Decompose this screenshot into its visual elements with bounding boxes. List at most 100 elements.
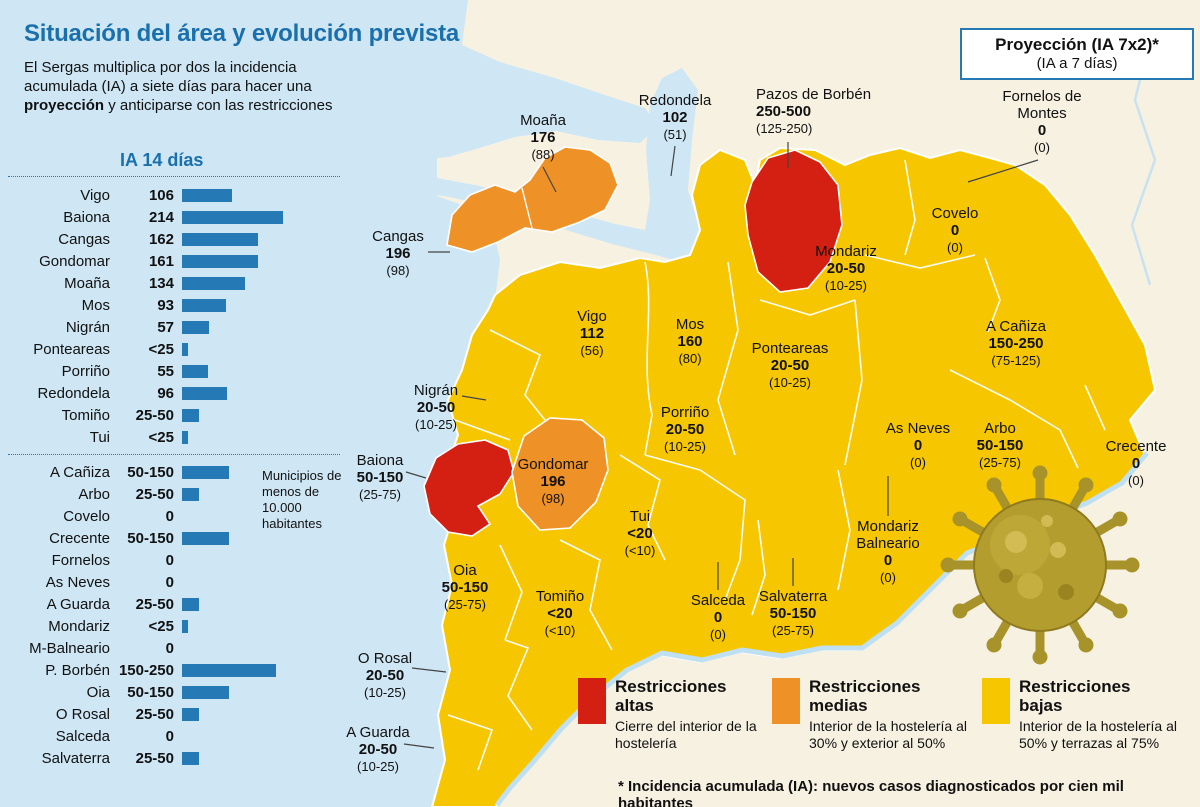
municipality-value: 20-50 (358, 741, 398, 758)
ia-14-days-chart: IA 14 días Vigo 106 Baiona 214 Cangas 162 G… (8, 150, 352, 769)
map-label: A Guarda 20-50 (10-25) (346, 724, 409, 775)
municipality-prev: (10-25) (769, 375, 811, 390)
chart-row-bar (182, 751, 199, 765)
municipality-name: Covelo (931, 205, 979, 222)
chart-row-label: As Neves (45, 573, 110, 591)
municipality-name: Cangas (372, 228, 424, 245)
map-label: O Rosal 20-50 (10-25) (358, 650, 412, 701)
chart-row-value: 150-250 (118, 661, 174, 679)
municipality-value: 112 (579, 325, 605, 342)
projection-box: Proyección (IA 7x2)* (IA a 7 días) (960, 28, 1194, 80)
legend-desc: Interior de la hostelería al 50% y terra… (1019, 718, 1177, 751)
chart-row-label: O Rosal (55, 705, 110, 723)
municipality-name: Mondariz Balneario (856, 518, 920, 552)
municipality-name: Tomiño (535, 588, 585, 605)
chart-row-bar (182, 487, 199, 501)
chart-row: Moaña 134 (8, 272, 352, 294)
map-label: Porriño 20-50 (10-25) (661, 404, 709, 455)
municipality-value: 20-50 (665, 421, 705, 438)
municipality-value: 196 (385, 245, 411, 262)
chart-row-label: Porriño (61, 362, 110, 380)
chart-row-bar (182, 188, 232, 202)
legend-item-high: Restricciones altas Cierre del interior d… (578, 677, 763, 751)
chart-row-value: 96 (157, 384, 174, 402)
municipality-prev: (10-25) (415, 417, 457, 432)
municipality-value: <20 (627, 525, 653, 542)
chart-row-value: 50-150 (127, 683, 174, 701)
chart-row-bar (182, 663, 276, 677)
map-label: Tomiño <20 (<10) (536, 588, 584, 639)
chart-row-value: 134 (148, 274, 174, 292)
chart-row-label: Tui (89, 428, 110, 446)
leader-lines (403, 142, 1039, 749)
chart-row-value: 214 (148, 208, 174, 226)
chart-row-bar (182, 465, 229, 479)
chart-row-label: Oia (86, 683, 110, 701)
municipality-value: 176 (530, 129, 556, 146)
chart-row: Porriño 55 (8, 360, 352, 382)
municipality-name: Nigrán (413, 382, 459, 399)
chart-row: Redondela 96 (8, 382, 352, 404)
chart-row: A Cañiza 50-150 (8, 461, 352, 483)
page-title: Situación del área y evolución prevista (24, 20, 460, 47)
chart-row-label: Mos (81, 296, 110, 314)
chart-row-label: Arbo (78, 485, 110, 503)
legend-swatch-yellow (982, 678, 1010, 724)
municipality-name: O Rosal (357, 650, 413, 667)
legend-item-medium: Restricciones medias Interior de la hoste… (772, 677, 983, 751)
municipality-value: 50-150 (441, 579, 489, 596)
chart-row: Tomiño 25-50 (8, 404, 352, 426)
municipality-name: A Cañiza (985, 318, 1047, 335)
map-label: Fornelos de Montes 0 (0) (996, 88, 1088, 156)
map-label: Salceda 0 (0) (691, 592, 745, 643)
municipality-value: 102 (662, 109, 688, 126)
intro-bold-word: proyección (24, 97, 105, 115)
map-label: Ponteareas 20-50 (10-25) (752, 340, 829, 391)
chart-row: Crecente 50-150 (8, 527, 352, 549)
chart-row-value: 161 (148, 252, 174, 270)
municipality-name: Ponteareas (751, 340, 829, 357)
map-label: A Cañiza 150-250 (75-125) (986, 318, 1046, 369)
chart-row-bar (182, 276, 245, 290)
chart-title: IA 14 días (8, 150, 340, 177)
chart-row-label: Covelo (63, 507, 110, 525)
municipality-prev: (75-125) (991, 353, 1041, 368)
map-label: Baiona 50-150 (25-75) (357, 452, 404, 503)
chart-row: Ponteareas <25 (8, 338, 352, 360)
municipality-prev: (10-25) (825, 278, 867, 293)
chart-row: Gondomar 161 (8, 250, 352, 272)
river-ne (1130, 39, 1157, 286)
chart-row-bar (182, 707, 199, 721)
municipality-pazos-de-borben-red (744, 149, 843, 293)
municipality-name: Mos (675, 316, 705, 333)
municipality-name: Oia (453, 562, 477, 579)
municipality-prev: (51) (663, 127, 687, 142)
municipality-prev: (98) (541, 491, 565, 506)
municipality-prev: (25-75) (444, 597, 486, 612)
municipality-name: Salvaterra (758, 588, 828, 605)
municipality-prev: (0) (910, 455, 926, 470)
chart-row-bar (182, 342, 188, 356)
chart-row: Baiona 214 (8, 206, 352, 228)
map-label: Oia 50-150 (25-75) (442, 562, 489, 613)
chart-row-label: Cangas (58, 230, 110, 248)
municipality-name: Redondela (638, 92, 712, 109)
map-label: Gondomar 196 (98) (518, 456, 589, 507)
chart-row-value: 25-50 (135, 406, 174, 424)
municipality-name: Vigo (577, 308, 607, 325)
municipality-prev: (0) (1034, 140, 1050, 155)
chart-row-value: 57 (157, 318, 174, 336)
municipality-value: 0 (1131, 455, 1141, 472)
chart-row-bar (182, 320, 209, 334)
municipality-value: 0 (950, 222, 960, 239)
legend-title: Restricciones altas (615, 677, 727, 715)
municipality-prev: (10-25) (664, 439, 706, 454)
chart-row-label: Crecente (49, 529, 110, 547)
municipality-value: 160 (677, 333, 703, 350)
municipality-name: Pazos de Borbén (756, 86, 872, 103)
municipality-prev: (125-250) (756, 121, 813, 136)
chart-row-value: 50-150 (127, 529, 174, 547)
municipality-prev: (80) (678, 351, 702, 366)
chart-row-value: 50-150 (127, 463, 174, 481)
